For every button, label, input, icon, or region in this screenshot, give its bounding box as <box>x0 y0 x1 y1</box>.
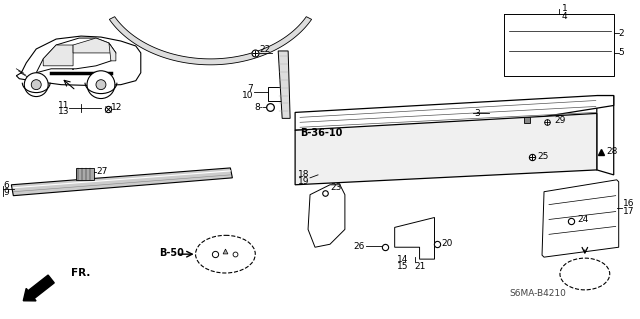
Text: 1: 1 <box>562 4 568 13</box>
Polygon shape <box>395 218 435 259</box>
Text: B-36-10: B-36-10 <box>300 128 342 138</box>
Polygon shape <box>44 45 73 66</box>
Polygon shape <box>278 51 290 118</box>
Polygon shape <box>109 43 116 61</box>
Circle shape <box>31 80 41 90</box>
Text: 12: 12 <box>111 103 122 112</box>
Text: 5: 5 <box>619 48 625 57</box>
Text: 3: 3 <box>474 109 480 118</box>
Polygon shape <box>73 38 116 53</box>
Text: 16: 16 <box>623 199 634 208</box>
Polygon shape <box>268 87 285 100</box>
Polygon shape <box>306 133 314 155</box>
Polygon shape <box>542 180 619 257</box>
Text: S6MA-B4210: S6MA-B4210 <box>509 289 566 298</box>
Polygon shape <box>295 96 614 130</box>
Polygon shape <box>295 114 596 185</box>
Circle shape <box>87 71 115 99</box>
Text: 27: 27 <box>96 167 108 176</box>
FancyArrow shape <box>23 275 54 301</box>
Ellipse shape <box>560 258 610 290</box>
Polygon shape <box>109 17 312 65</box>
Text: 17: 17 <box>623 207 634 216</box>
Text: 13: 13 <box>58 107 69 116</box>
Text: 4: 4 <box>562 12 568 21</box>
Text: 29: 29 <box>554 116 565 125</box>
Text: 2: 2 <box>619 29 625 38</box>
Text: 19: 19 <box>298 177 310 186</box>
Text: 11: 11 <box>58 101 69 110</box>
Polygon shape <box>17 36 141 85</box>
Text: 14: 14 <box>397 255 408 263</box>
Text: 24: 24 <box>577 215 588 224</box>
Text: 18: 18 <box>298 170 310 179</box>
Text: FR.: FR. <box>71 268 90 278</box>
Polygon shape <box>12 168 232 196</box>
Ellipse shape <box>196 235 255 273</box>
Text: 25: 25 <box>537 152 548 160</box>
Polygon shape <box>596 96 614 175</box>
Polygon shape <box>308 185 345 247</box>
Text: 7: 7 <box>248 84 253 93</box>
Text: 26: 26 <box>353 242 365 251</box>
Text: 15: 15 <box>397 262 408 271</box>
Text: 23: 23 <box>330 183 341 192</box>
Text: 9: 9 <box>3 188 9 197</box>
Text: 10: 10 <box>242 91 253 100</box>
Text: 22: 22 <box>259 46 271 55</box>
Circle shape <box>96 80 106 90</box>
Polygon shape <box>76 168 94 180</box>
Text: 28: 28 <box>607 146 618 156</box>
Text: 8-: 8- <box>254 103 263 112</box>
Text: 6: 6 <box>3 181 9 190</box>
Text: B-50: B-50 <box>159 248 184 258</box>
Text: 21: 21 <box>415 262 426 271</box>
Text: 20: 20 <box>442 239 453 248</box>
Text: B-46: B-46 <box>566 276 591 286</box>
Polygon shape <box>36 38 116 73</box>
Circle shape <box>24 73 48 97</box>
